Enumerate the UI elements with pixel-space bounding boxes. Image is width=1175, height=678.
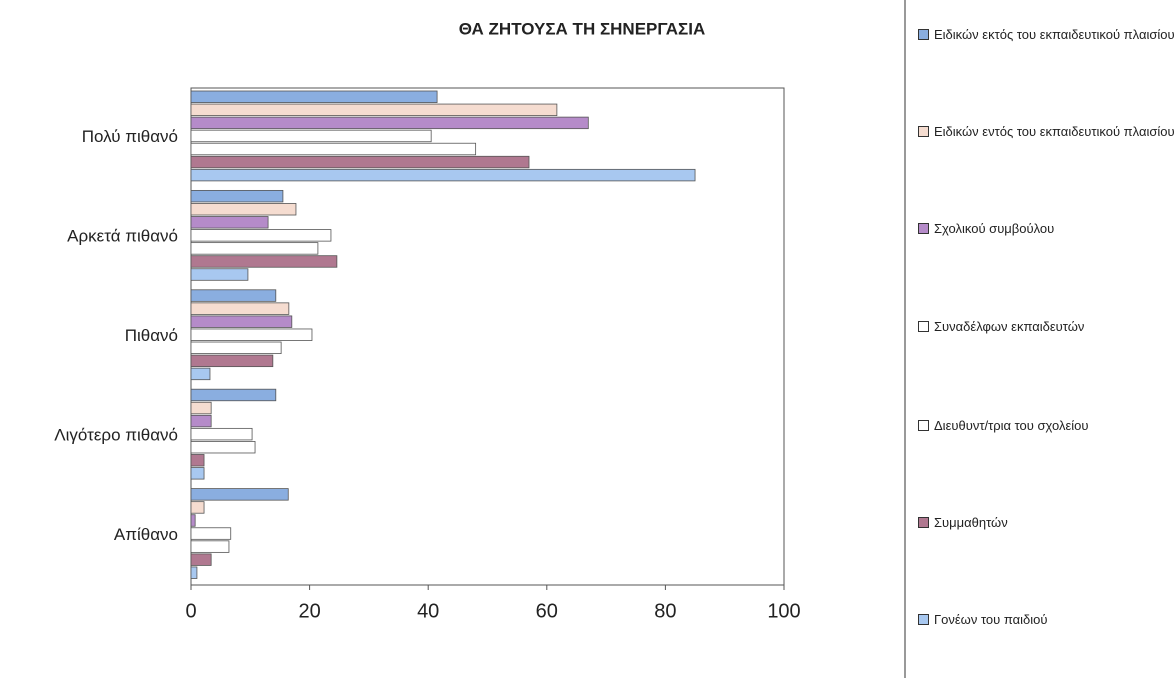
legend-marker bbox=[918, 517, 929, 528]
bar bbox=[190, 414, 212, 428]
bar bbox=[190, 268, 249, 281]
legend-entry: Διευθυντ/τρια του σχολείου bbox=[918, 417, 1175, 434]
bar bbox=[190, 488, 289, 501]
bar bbox=[190, 454, 205, 467]
x-tick-label: 0 bbox=[185, 600, 196, 622]
bar bbox=[190, 302, 290, 315]
bar bbox=[190, 427, 253, 441]
legend-entry: Συναδέλφων εκπαιδευτών bbox=[918, 318, 1175, 335]
chart-title: ΘΑ ΖΗΤΟΥΣΑ ΤΗ ΣΗΝΕΡΓΑΣΙΑ bbox=[459, 19, 705, 38]
category-label: Πολύ πιθανό bbox=[82, 127, 178, 146]
bar bbox=[190, 388, 277, 402]
legend-label: Ειδικών εκτός του εκπαιδευτικού πλαισίου bbox=[934, 27, 1175, 42]
bar bbox=[190, 401, 212, 415]
bar bbox=[190, 341, 282, 354]
bar bbox=[190, 116, 589, 130]
legend-label: Σχολικού συμβούλου bbox=[934, 221, 1055, 236]
legend-marker bbox=[918, 29, 929, 40]
bar bbox=[190, 501, 205, 514]
bar bbox=[190, 155, 530, 169]
category-label: Απίθανο bbox=[114, 525, 178, 544]
legend-label: Συμμαθητών bbox=[934, 515, 1008, 530]
bar bbox=[190, 242, 319, 255]
bar bbox=[190, 189, 284, 203]
bar bbox=[190, 527, 232, 540]
bar bbox=[190, 142, 477, 156]
legend-label: Ειδικών εντός του εκπαιδευτικού πλαισίου bbox=[934, 124, 1175, 139]
bar bbox=[190, 514, 196, 527]
bar bbox=[190, 367, 211, 381]
bar bbox=[190, 315, 293, 328]
bar bbox=[190, 328, 313, 341]
bar bbox=[190, 203, 297, 216]
bar bbox=[190, 255, 338, 268]
category-label: Λιγότερο πιθανό bbox=[54, 425, 178, 444]
legend-marker bbox=[918, 420, 929, 431]
x-tick-label: 40 bbox=[417, 600, 439, 622]
bar bbox=[190, 129, 432, 143]
legend-entry: Σχολικού συμβούλου bbox=[918, 220, 1175, 237]
bar bbox=[190, 467, 205, 480]
category-label: Αρκετά πιθανό bbox=[67, 227, 178, 246]
category-label: Πιθανό bbox=[125, 326, 178, 345]
bar bbox=[190, 540, 230, 553]
x-tick-label: 100 bbox=[767, 600, 800, 622]
legend-label: Διευθυντ/τρια του σχολείου bbox=[934, 418, 1089, 433]
x-tick-label: 60 bbox=[536, 600, 558, 622]
legend-marker bbox=[918, 614, 929, 625]
legend-marker bbox=[918, 223, 929, 234]
legend-marker bbox=[918, 321, 929, 332]
bar bbox=[190, 566, 198, 579]
legend-label: Γονέων του παιδιού bbox=[934, 612, 1048, 627]
bar bbox=[190, 103, 558, 117]
legend-entry: Ειδικών εκτός του εκπαιδευτικού πλαισίου bbox=[918, 26, 1175, 43]
bar bbox=[190, 168, 696, 182]
x-tick-label: 80 bbox=[654, 600, 676, 622]
bar bbox=[190, 216, 269, 229]
bar bbox=[190, 553, 212, 566]
bar bbox=[190, 354, 274, 368]
bar bbox=[190, 90, 438, 103]
legend-entry: Γονέων του παιδιού bbox=[918, 611, 1175, 628]
legend-marker bbox=[918, 126, 929, 137]
bar bbox=[190, 289, 277, 302]
bar bbox=[190, 229, 332, 242]
bar bbox=[190, 441, 256, 454]
legend-label: Συναδέλφων εκπαιδευτών bbox=[934, 319, 1085, 334]
legend-entry: Ειδικών εντός του εκπαιδευτικού πλαισίου bbox=[918, 123, 1175, 140]
legend-entry: Συμμαθητών bbox=[918, 514, 1175, 531]
x-tick-label: 20 bbox=[298, 600, 320, 622]
